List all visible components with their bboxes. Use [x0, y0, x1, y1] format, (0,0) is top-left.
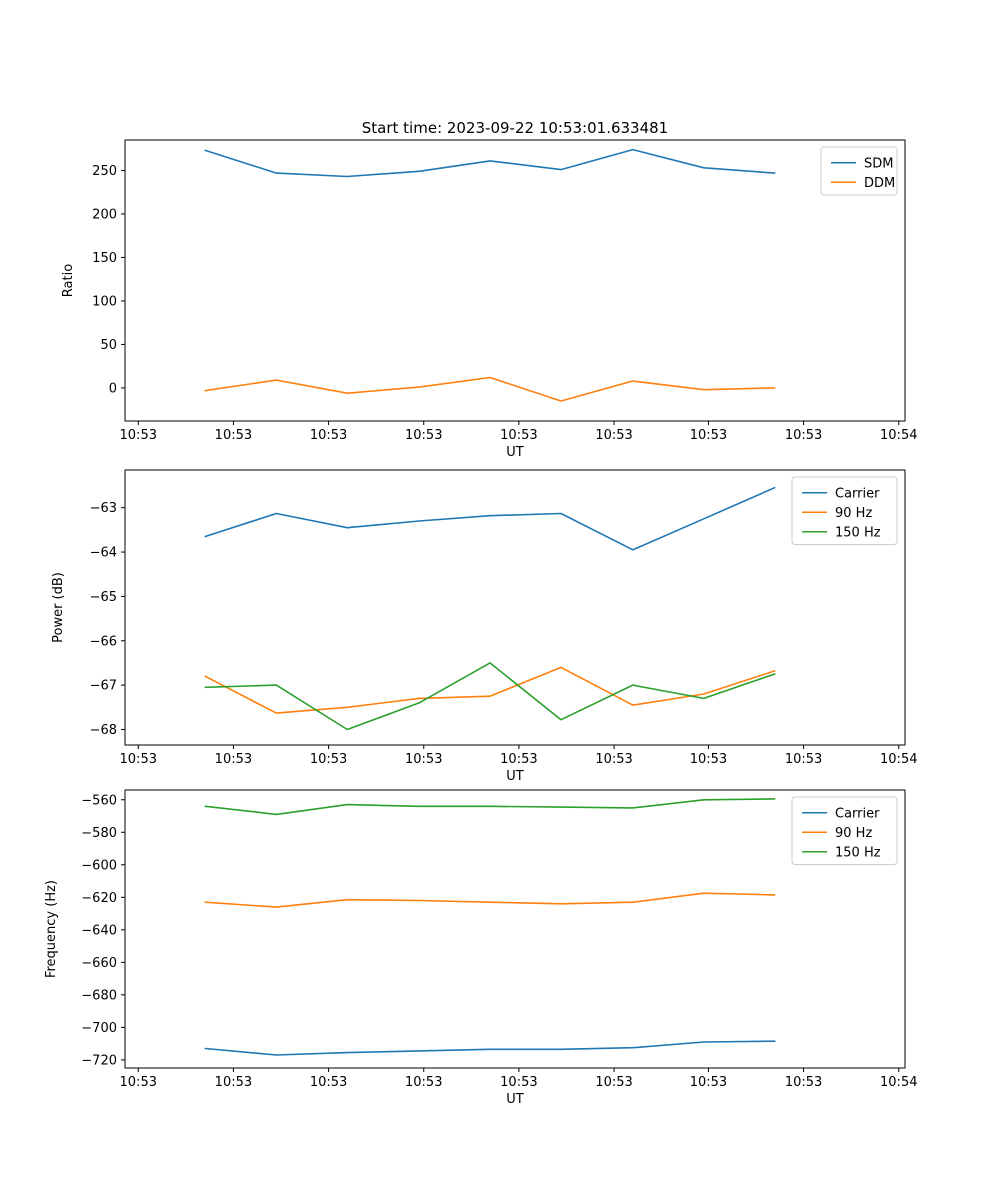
legend-label-90-hz: 90 Hz — [835, 826, 872, 841]
y-tick-label: −640 — [81, 923, 117, 938]
x-tick-label: 10:54 — [880, 752, 917, 767]
legend-label-ddm: DDM — [864, 176, 895, 191]
y-tick-label: 250 — [92, 164, 117, 179]
x-tick-label: 10:53 — [310, 752, 347, 767]
series-line-90-hz — [204, 892, 776, 908]
x-tick-label: 10:54 — [880, 1075, 917, 1090]
y-tick-label: −67 — [90, 679, 117, 694]
x-tick-label: 10:53 — [500, 428, 537, 443]
x-axis-label: UT — [506, 1092, 524, 1107]
series-line-sdm — [204, 148, 776, 178]
y-tick-label: 0 — [109, 381, 117, 396]
x-tick-label: 10:53 — [595, 428, 632, 443]
y-tick-label: 150 — [92, 251, 117, 266]
legend: SDM DDM — [820, 146, 898, 196]
x-tick-label: 10:53 — [310, 428, 347, 443]
x-axis-label: UT — [506, 769, 524, 784]
legend-box — [791, 796, 898, 865]
x-tick-label: 10:53 — [785, 428, 822, 443]
chart-panel-3: −720 −700 −680 −660 −640 −620 −600 −580 −560 10:5… — [44, 789, 917, 1107]
series-line-150-hz — [204, 798, 776, 816]
chart-panel-1: 0 50 100 150 200 250 10:53 10:53 10:53 10:53 10:53… — [61, 139, 917, 460]
y-tick-label: −680 — [81, 988, 117, 1003]
x-tick-label: 10:53 — [215, 1075, 252, 1090]
y-tick-label: −580 — [81, 826, 117, 841]
y-axis-label: Power (dB) — [51, 572, 66, 643]
y-tick-label: 100 — [92, 294, 117, 309]
y-tick-label: 50 — [100, 338, 117, 353]
series-line-carrier — [204, 486, 776, 551]
x-tick-label: 10:54 — [880, 428, 917, 443]
x-tick-label: 10:53 — [785, 1075, 822, 1090]
y-tick-label: 200 — [92, 207, 117, 222]
y-tick-label: −660 — [81, 956, 117, 971]
chart-panel-2: −68 −67 −66 −65 −64 −63 10:53 10:53 10:53 10:53 10… — [51, 469, 917, 784]
x-tick-label: 10:53 — [595, 752, 632, 767]
x-tick-label: 10:53 — [785, 752, 822, 767]
x-tick-label: 10:53 — [405, 752, 442, 767]
series-line-carrier — [204, 1040, 776, 1056]
legend: Carrier 90 Hz 150 Hz — [791, 476, 898, 545]
x-tick-label: 10:53 — [500, 1075, 537, 1090]
y-tick-label: −63 — [90, 501, 117, 516]
y-tick-label: −65 — [90, 590, 117, 605]
x-tick-label: 10:53 — [215, 428, 252, 443]
x-tick-label: 10:53 — [690, 1075, 727, 1090]
y-tick-label: −620 — [81, 891, 117, 906]
legend-label-150-hz: 150 Hz — [835, 845, 881, 860]
x-tick-label: 10:53 — [120, 752, 157, 767]
y-tick-label: −700 — [81, 1021, 117, 1036]
x-tick-label: 10:53 — [405, 1075, 442, 1090]
legend: Carrier 90 Hz 150 Hz — [791, 796, 898, 865]
y-axis-label: Frequency (Hz) — [44, 880, 59, 978]
x-tick-label: 10:53 — [405, 428, 442, 443]
x-tick-label: 10:53 — [690, 428, 727, 443]
x-tick-label: 10:53 — [500, 752, 537, 767]
legend-label-90-hz: 90 Hz — [835, 506, 872, 521]
x-tick-label: 10:53 — [120, 1075, 157, 1090]
plot-border — [124, 469, 906, 746]
legend-label-carrier: Carrier — [835, 806, 880, 821]
y-tick-label: −600 — [81, 858, 117, 873]
series-line-90-hz — [204, 666, 776, 714]
x-tick-label: 10:53 — [215, 752, 252, 767]
y-tick-label: −64 — [90, 546, 117, 561]
plot-border — [124, 789, 906, 1069]
x-axis-label: UT — [506, 445, 524, 460]
legend-box — [791, 476, 898, 545]
legend-label-sdm: SDM — [864, 156, 893, 171]
x-tick-label: 10:53 — [690, 752, 727, 767]
series-line-150-hz — [204, 662, 776, 731]
y-axis-label: Ratio — [61, 264, 76, 297]
y-tick-label: −560 — [81, 793, 117, 808]
x-tick-label: 10:53 — [310, 1075, 347, 1090]
series-line-ddm — [204, 376, 776, 402]
y-tick-label: −720 — [81, 1053, 117, 1068]
plot-border — [124, 139, 906, 422]
x-tick-label: 10:53 — [120, 428, 157, 443]
y-tick-label: −66 — [90, 634, 117, 649]
y-tick-label: −68 — [90, 723, 117, 738]
legend-label-150-hz: 150 Hz — [835, 525, 881, 540]
figure-title: Start time: 2023-09-22 10:53:01.633481 — [362, 119, 668, 137]
legend-label-carrier: Carrier — [835, 486, 880, 501]
x-tick-label: 10:53 — [595, 1075, 632, 1090]
